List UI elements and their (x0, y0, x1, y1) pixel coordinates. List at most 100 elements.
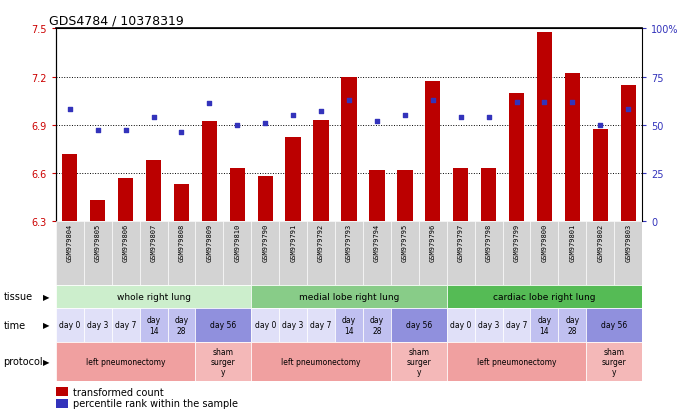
Text: sham
surger
y: sham surger y (406, 347, 431, 376)
Bar (168, 308, 195, 342)
Bar (56, 342, 195, 381)
Text: left pneumonectomy: left pneumonectomy (281, 357, 361, 366)
Bar (614, 221, 642, 285)
Bar (586, 221, 614, 285)
Bar (56, 285, 251, 308)
Bar (112, 221, 140, 285)
Text: GDS4784 / 10378319: GDS4784 / 10378319 (49, 14, 184, 27)
Text: day 56: day 56 (601, 320, 628, 330)
Text: GSM979799: GSM979799 (514, 223, 519, 261)
Text: transformed count: transformed count (73, 387, 164, 396)
Bar (56, 399, 68, 408)
Text: day 0: day 0 (59, 320, 80, 330)
Bar (202, 122, 217, 221)
Text: GSM979801: GSM979801 (570, 223, 575, 261)
Point (148, 114, 159, 121)
Point (260, 120, 271, 127)
Bar (230, 169, 245, 221)
Bar (168, 221, 195, 285)
Bar (56, 387, 68, 396)
Text: day 7: day 7 (115, 320, 136, 330)
Point (232, 122, 243, 129)
Bar (391, 308, 447, 342)
Text: day 0: day 0 (255, 320, 276, 330)
Point (176, 130, 187, 136)
Text: GSM979795: GSM979795 (402, 223, 408, 261)
Text: GSM979800: GSM979800 (542, 223, 547, 261)
Point (455, 114, 466, 121)
Text: cardiac lobe right lung: cardiac lobe right lung (493, 292, 595, 301)
Text: sham
surger
y: sham surger y (602, 347, 627, 376)
Bar (84, 308, 112, 342)
Text: GSM979810: GSM979810 (235, 223, 240, 261)
Bar (258, 177, 273, 221)
Text: day 3: day 3 (478, 320, 499, 330)
Text: whole right lung: whole right lung (117, 292, 191, 301)
Text: GSM979792: GSM979792 (318, 223, 324, 261)
Bar (593, 130, 608, 221)
Bar (363, 308, 391, 342)
Text: day 56: day 56 (406, 320, 432, 330)
Point (371, 118, 383, 125)
Text: GSM979796: GSM979796 (430, 223, 436, 261)
Text: GSM979791: GSM979791 (290, 223, 296, 261)
Point (623, 107, 634, 113)
Bar (369, 170, 385, 221)
Bar (447, 285, 642, 308)
Bar (503, 308, 530, 342)
Bar (586, 308, 642, 342)
Bar (279, 221, 307, 285)
Text: day
14: day 14 (342, 316, 356, 335)
Bar (475, 308, 503, 342)
Bar (530, 308, 558, 342)
Bar (341, 77, 357, 221)
Bar (195, 308, 251, 342)
Bar (537, 33, 552, 221)
Bar (586, 342, 642, 381)
Text: tissue: tissue (3, 292, 33, 302)
Text: GSM979809: GSM979809 (207, 223, 212, 261)
Bar (447, 308, 475, 342)
Bar (140, 221, 168, 285)
Text: GSM979793: GSM979793 (346, 223, 352, 261)
Text: ▶: ▶ (43, 357, 50, 366)
Point (204, 101, 215, 107)
Text: ▶: ▶ (43, 292, 50, 301)
Text: GSM979802: GSM979802 (597, 223, 603, 261)
Text: ▶: ▶ (43, 320, 50, 330)
Text: day 3: day 3 (283, 320, 304, 330)
Bar (530, 221, 558, 285)
Bar (307, 308, 335, 342)
Bar (251, 221, 279, 285)
Bar (174, 185, 189, 221)
Point (483, 114, 494, 121)
Bar (503, 221, 530, 285)
Text: day
14: day 14 (147, 316, 161, 335)
Text: GSM979790: GSM979790 (262, 223, 268, 261)
Text: left pneumonectomy: left pneumonectomy (477, 357, 556, 366)
Bar (419, 221, 447, 285)
Point (539, 99, 550, 106)
Text: day 7: day 7 (311, 320, 332, 330)
Bar (279, 308, 307, 342)
Bar (397, 170, 413, 221)
Point (92, 128, 103, 134)
Text: GSM979804: GSM979804 (67, 223, 73, 261)
Point (567, 99, 578, 106)
Bar (195, 221, 223, 285)
Bar (307, 221, 335, 285)
Point (427, 97, 438, 104)
Text: GSM979807: GSM979807 (151, 223, 156, 261)
Point (315, 109, 327, 115)
Point (64, 107, 75, 113)
Text: day 7: day 7 (506, 320, 527, 330)
Text: day 0: day 0 (450, 320, 471, 330)
Text: time: time (3, 320, 26, 330)
Text: GSM979805: GSM979805 (95, 223, 101, 261)
Bar (558, 308, 586, 342)
Text: GSM979794: GSM979794 (374, 223, 380, 261)
Text: day
28: day 28 (370, 316, 384, 335)
Bar (90, 201, 105, 221)
Bar (56, 221, 84, 285)
Text: medial lobe right lung: medial lobe right lung (299, 292, 399, 301)
